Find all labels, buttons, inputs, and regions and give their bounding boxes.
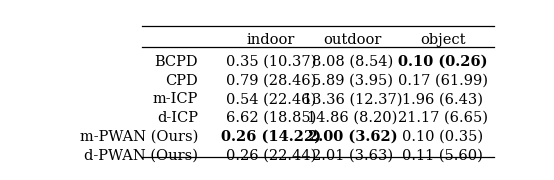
Text: 0.11 (5.60): 0.11 (5.60)	[402, 148, 483, 162]
Text: 2.01 (3.63): 2.01 (3.63)	[312, 148, 393, 162]
Text: m-ICP: m-ICP	[153, 92, 198, 106]
Text: indoor: indoor	[247, 33, 295, 47]
Text: d-PWAN (Ours): d-PWAN (Ours)	[84, 148, 198, 162]
Text: 6.62 (18.85): 6.62 (18.85)	[226, 111, 316, 125]
Text: 21.17 (6.65): 21.17 (6.65)	[398, 111, 488, 125]
Text: 13.36 (12.37): 13.36 (12.37)	[303, 92, 402, 106]
Text: 0.79 (28.46): 0.79 (28.46)	[226, 74, 316, 88]
Text: 5.89 (3.95): 5.89 (3.95)	[312, 74, 393, 88]
Text: 0.54 (22.46): 0.54 (22.46)	[226, 92, 316, 106]
Text: 0.26 (14.22): 0.26 (14.22)	[221, 130, 321, 144]
Text: object: object	[420, 33, 465, 47]
Text: 8.08 (8.54): 8.08 (8.54)	[312, 55, 393, 69]
Text: 1.96 (6.43): 1.96 (6.43)	[402, 92, 483, 106]
Text: 0.35 (10.37): 0.35 (10.37)	[226, 55, 316, 69]
Text: 14.86 (8.20): 14.86 (8.20)	[307, 111, 398, 125]
Text: BCPD: BCPD	[155, 55, 198, 69]
Text: CPD: CPD	[165, 74, 198, 88]
Text: outdoor: outdoor	[324, 33, 382, 47]
Text: 0.10 (0.35): 0.10 (0.35)	[402, 130, 483, 144]
Text: 2.00 (3.62): 2.00 (3.62)	[308, 130, 397, 144]
Text: 0.26 (22.44): 0.26 (22.44)	[226, 148, 316, 162]
Text: m-PWAN (Ours): m-PWAN (Ours)	[80, 130, 198, 144]
Text: 0.17 (61.99): 0.17 (61.99)	[398, 74, 488, 88]
Text: d-ICP: d-ICP	[157, 111, 198, 125]
Text: 0.10 (0.26): 0.10 (0.26)	[398, 55, 488, 69]
